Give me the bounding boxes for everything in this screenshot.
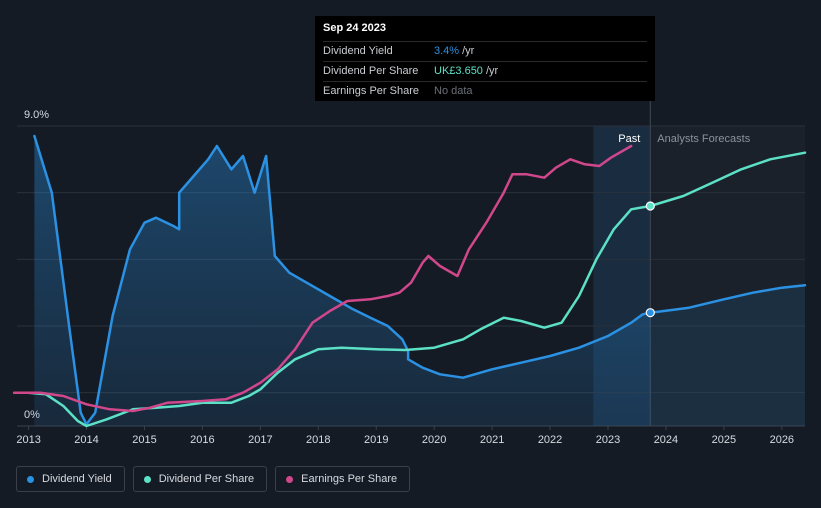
forecast-label: Analysts Forecasts — [657, 133, 750, 145]
legend-dot-icon — [286, 475, 294, 483]
tooltip-label: Earnings Per Share — [323, 85, 419, 97]
legend-item-earnings-per-share[interactable]: Earnings Per Share — [275, 466, 411, 492]
legend-label: Dividend Per Share — [158, 473, 255, 485]
tooltip-value: No data — [434, 85, 473, 97]
x-tick-label: 2013 — [16, 434, 40, 446]
earnings-per-share-line — [12, 144, 633, 413]
tooltip-date: Sep 24 2023 — [323, 16, 647, 42]
past-label: Past — [618, 133, 640, 145]
dividend-per-share-marker — [645, 201, 655, 211]
legend-label: Dividend Yield — [42, 473, 112, 485]
tooltip-label: Dividend Yield — [323, 45, 393, 57]
tooltip-value: 3.4% — [434, 45, 460, 57]
legend-dot-icon — [143, 475, 151, 483]
x-tick-label: 2017 — [248, 434, 272, 446]
y-tick-label-top: 9.0% — [24, 109, 49, 121]
dividend-yield-marker — [645, 308, 655, 318]
x-tick-label: 2023 — [596, 434, 620, 446]
dividend-yield-line — [33, 134, 807, 426]
legend-item-dividend-per-share[interactable]: Dividend Per Share — [132, 466, 268, 492]
x-tick-label: 2022 — [538, 434, 562, 446]
x-tick-label: 2021 — [480, 434, 504, 446]
x-tick-label: 2026 — [770, 434, 794, 446]
tooltip-value: UK£3.650 — [434, 65, 483, 77]
tooltip-row-dividend-yield: Dividend Yield 3.4% /yr — [323, 42, 647, 62]
x-tick-label: 2019 — [364, 434, 388, 446]
tooltip-label: Dividend Per Share — [323, 65, 419, 77]
legend-dot-icon — [27, 475, 34, 483]
hover-tooltip: Sep 24 2023 Dividend Yield 3.4% /yr Divi… — [315, 16, 655, 101]
x-tick-label: 2025 — [712, 434, 736, 446]
dividend-yield-forecast-area — [650, 285, 805, 426]
tooltip-row-dividend-per-share: Dividend Per Share UK£3.650 /yr — [323, 62, 647, 82]
legend-item-dividend-yield[interactable]: Dividend Yield — [16, 466, 125, 492]
x-tick-label: 2015 — [132, 434, 156, 446]
dividend-yield-area — [34, 136, 651, 426]
x-tick-label: 2020 — [422, 434, 446, 446]
tooltip-unit: /yr — [485, 65, 499, 77]
tooltip-row-earnings-per-share: Earnings Per Share No data — [323, 82, 647, 101]
chart-legend: Dividend Yield Dividend Per Share Earnin… — [16, 466, 411, 492]
x-tick-label: 2018 — [306, 434, 330, 446]
x-tick-label: 2024 — [654, 434, 678, 446]
x-tick-label: 2016 — [190, 434, 214, 446]
tooltip-unit: /yr — [462, 45, 475, 57]
legend-label: Earnings Per Share — [301, 473, 398, 485]
x-tick-label: 2014 — [74, 434, 98, 446]
